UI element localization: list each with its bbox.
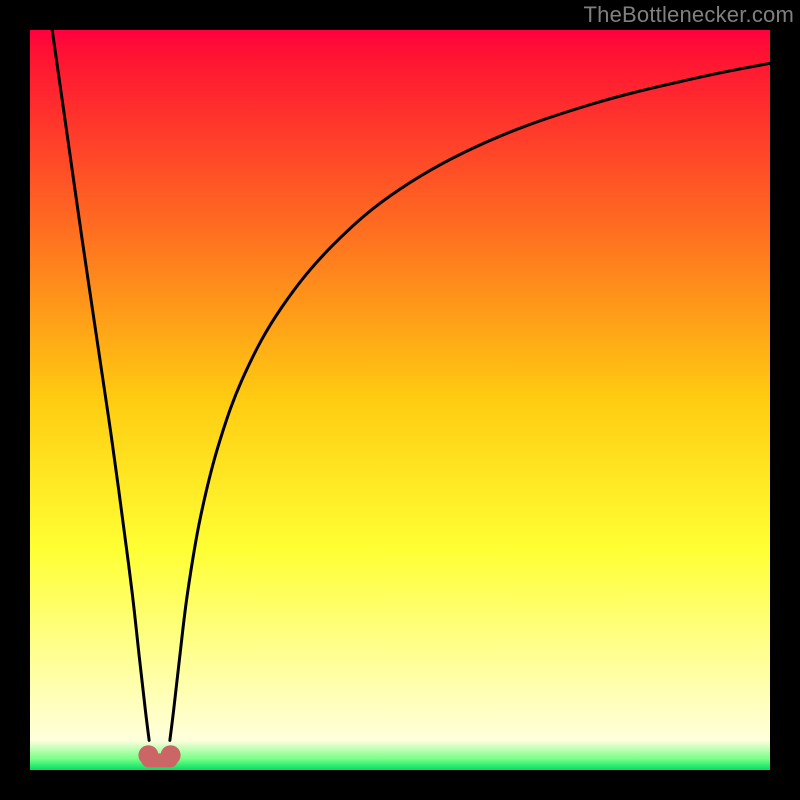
bottleneck-curve-chart [0,0,800,800]
valley-marker-2 [161,745,181,765]
watermark-text: TheBottlenecker.com [584,0,800,28]
valley-marker-1 [138,745,158,765]
chart-container: TheBottlenecker.com [0,0,800,800]
